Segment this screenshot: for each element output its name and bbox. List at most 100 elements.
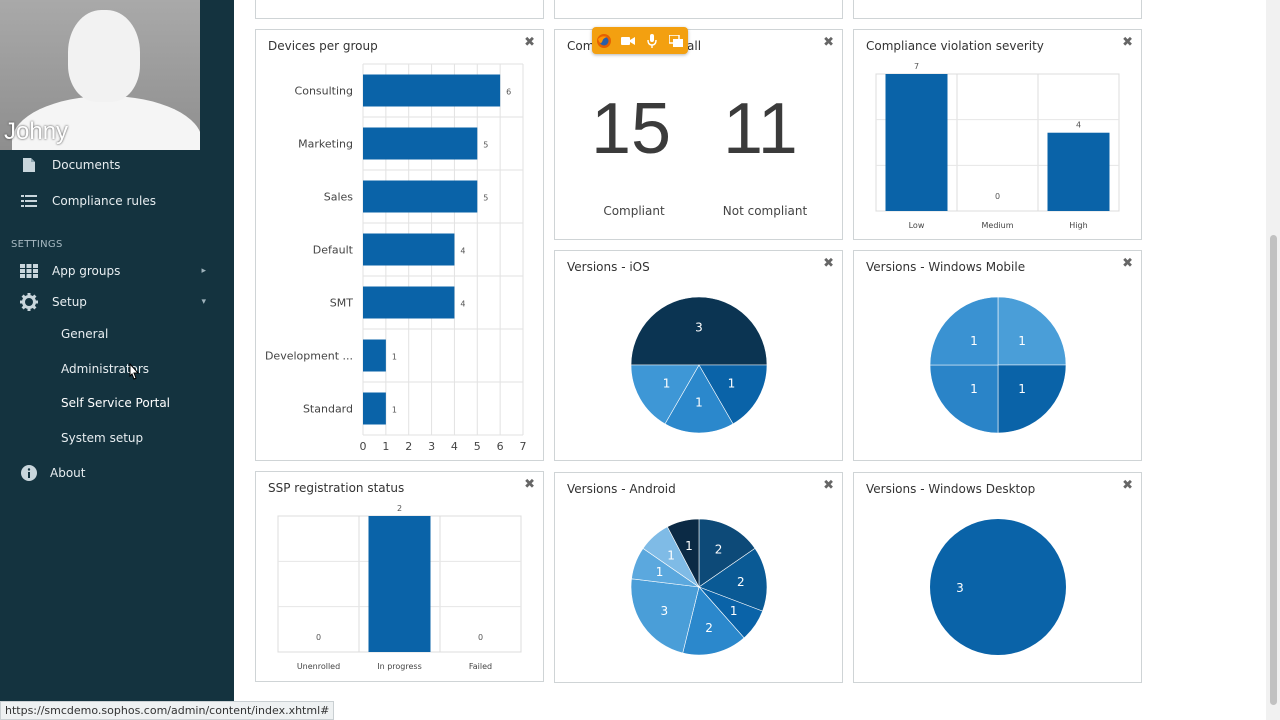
panel-ssp-registration-status: SSP registration status ✖ 0 Unenrolled 2 In… xyxy=(255,471,544,682)
tick-label: 7 xyxy=(520,440,527,453)
pie-slice xyxy=(630,364,700,425)
sidebar-subitem-system-setup[interactable]: System setup xyxy=(0,423,234,453)
close-icon[interactable]: ✖ xyxy=(823,478,834,493)
panel-title: Compliance violation severity xyxy=(866,39,1044,53)
slice-label: 1 xyxy=(1018,334,1026,348)
pie-slice xyxy=(698,518,756,588)
chevron-right-icon: ▸ xyxy=(201,266,206,276)
data-label: 4 xyxy=(1076,121,1081,130)
browser-status-bar: https://smcdemo.sophos.com/admin/content… xyxy=(0,701,335,720)
scrollbar-thumb[interactable] xyxy=(1270,235,1277,705)
pie-slice xyxy=(929,364,999,434)
sidebar-item-label: About xyxy=(50,466,86,480)
slice-label: 1 xyxy=(685,539,693,553)
sidebar-item-label: App groups xyxy=(52,264,121,278)
tick-label: 5 xyxy=(474,440,481,453)
panel-compliance-violation-severity: Compliance violation severity ✖ 7 Low 0 Med… xyxy=(853,29,1142,240)
bar xyxy=(363,180,478,213)
recording-toolbar xyxy=(592,27,688,54)
panel-top-partial-2 xyxy=(554,0,843,19)
close-icon[interactable]: ✖ xyxy=(823,35,834,50)
panel-versions-ios: Versions - iOS ✖ 3 1 1 1 xyxy=(554,250,843,461)
bar xyxy=(885,74,948,211)
tick-label: 1 xyxy=(382,440,389,453)
panel-versions-windows-desktop: Versions - Windows Desktop ✖ 3 xyxy=(853,472,1142,683)
sidebar-item-label: Setup xyxy=(52,295,87,309)
pie-slice xyxy=(997,296,1067,366)
tick-label: 3 xyxy=(428,440,435,453)
panel-title: SSP registration status xyxy=(268,481,405,495)
category-label: Marketing xyxy=(298,138,353,151)
pie-slice xyxy=(682,586,745,656)
category-label: Consulting xyxy=(295,85,353,98)
category-label: Standard xyxy=(303,403,353,416)
data-label: 1 xyxy=(392,353,397,362)
sidebar-item-setup[interactable]: Setup ▾ xyxy=(0,287,234,317)
slice-label: 3 xyxy=(695,321,703,335)
panel-top-partial-3 xyxy=(853,0,1142,19)
sidebar-subitem-administrators[interactable]: Administrators xyxy=(0,354,234,384)
panel-top-partial-1 xyxy=(255,0,544,19)
category-label: Unenrolled xyxy=(297,662,340,671)
sidebar-subitem-self-service-portal[interactable]: Self Service Portal xyxy=(0,388,234,418)
panel-title: Versions - Windows Desktop xyxy=(866,482,1036,496)
close-icon[interactable]: ✖ xyxy=(823,256,834,271)
pie-slice xyxy=(630,296,768,366)
panel-versions-windows-mobile: Versions - Windows Mobile ✖ 1 1 1 1 xyxy=(853,250,1142,461)
sidebar-subitem-label: Administrators xyxy=(61,362,150,376)
data-label: 5 xyxy=(483,141,488,150)
category-label: SMT xyxy=(330,297,353,310)
slice-label: 1 xyxy=(970,382,978,396)
category-label: Medium xyxy=(982,221,1014,230)
slice-label: 1 xyxy=(663,377,671,391)
webcam-name: Johny xyxy=(4,118,69,145)
close-icon[interactable]: ✖ xyxy=(524,35,535,50)
ios-pie-chart: 3 1 1 1 xyxy=(630,296,768,434)
slice-label: 1 xyxy=(667,548,675,562)
panel-title-left: Com xyxy=(567,39,595,53)
bar xyxy=(363,74,501,107)
tick-label: 6 xyxy=(497,440,504,453)
panel-title: Versions - Windows Mobile xyxy=(866,260,1026,274)
browser-icon[interactable] xyxy=(596,33,612,49)
slice-label: 1 xyxy=(1018,382,1026,396)
sidebar-subitem-label: System setup xyxy=(61,431,144,445)
info-icon xyxy=(20,464,38,482)
sidebar-item-app-groups[interactable]: App groups ▸ xyxy=(0,256,234,286)
close-icon[interactable]: ✖ xyxy=(1122,256,1133,271)
data-label: 5 xyxy=(483,194,488,203)
not-compliant-label: Not compliant xyxy=(722,204,808,218)
sidebar-item-documents[interactable]: Documents xyxy=(0,150,234,180)
pie-slice xyxy=(630,578,700,654)
bar xyxy=(1047,132,1110,211)
sidebar-item-about[interactable]: About xyxy=(0,458,234,488)
screen-share-icon[interactable] xyxy=(668,33,684,49)
bar xyxy=(363,233,455,266)
bar xyxy=(363,392,386,425)
ssp-bar-chart: 0 Unenrolled 2 In progress 0 Failed xyxy=(277,504,522,671)
pie-slice xyxy=(698,547,768,612)
sidebar-item-compliance-rules[interactable]: Compliance rules xyxy=(0,186,234,216)
slice-label: 1 xyxy=(730,604,738,618)
close-icon[interactable]: ✖ xyxy=(524,477,535,492)
close-icon[interactable]: ✖ xyxy=(1122,478,1133,493)
close-icon[interactable]: ✖ xyxy=(1122,35,1133,50)
slice-label: 1 xyxy=(656,565,664,579)
bar xyxy=(363,286,455,319)
data-label: 4 xyxy=(460,247,465,256)
grid-icon xyxy=(20,262,38,280)
data-label: 0 xyxy=(478,633,483,642)
slice-label: 2 xyxy=(737,575,745,589)
list-icon xyxy=(20,192,38,210)
windows-mobile-pie-chart: 1 1 1 1 xyxy=(929,296,1067,434)
microphone-icon[interactable] xyxy=(644,33,660,49)
tick-label: 4 xyxy=(451,440,458,453)
tick-label: 2 xyxy=(405,440,412,453)
sidebar-subitem-label: General xyxy=(61,327,109,341)
panel-title: Versions - Android xyxy=(567,482,676,496)
sidebar-subitem-general[interactable]: General xyxy=(0,319,234,349)
slice-label: 2 xyxy=(705,621,713,635)
category-label: Low xyxy=(909,221,925,230)
video-camera-icon[interactable] xyxy=(620,33,636,49)
